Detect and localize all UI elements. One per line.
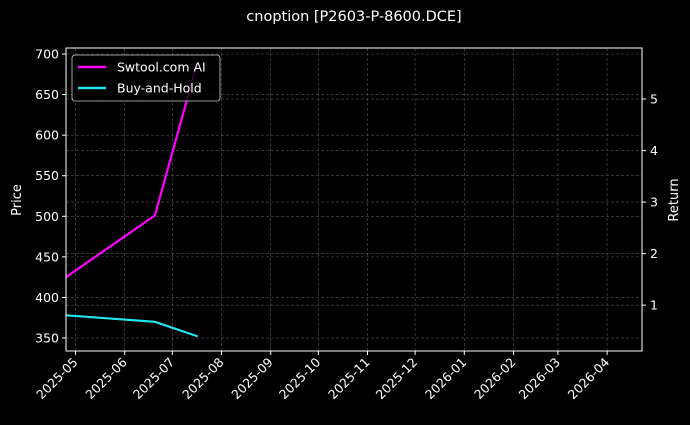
grid	[66, 48, 642, 351]
legend: Swtool.com AI Buy-and-Hold	[71, 54, 221, 102]
y-tick-label: 400	[35, 290, 59, 305]
y-tick-label: 550	[35, 168, 59, 183]
y-axis-label: Price	[10, 184, 25, 216]
y2-tick-label: 3	[650, 195, 658, 210]
x-tick-label: 2026-03	[515, 355, 563, 403]
x-tick-label: 2026-02	[471, 355, 519, 403]
series-lines	[65, 61, 199, 338]
y-tick-label: 700	[35, 47, 59, 62]
x-tick-label: 2026-01	[422, 355, 470, 403]
series-line	[65, 314, 199, 338]
x-tick-label: 2025-07	[130, 355, 178, 403]
y-axis-right: 1 2 3 4 5	[642, 92, 658, 313]
legend-box	[71, 54, 221, 102]
y2-tick-label: 1	[650, 298, 658, 313]
x-tick-label: 2026-04	[565, 354, 613, 402]
y-tick-label: 350	[35, 331, 59, 346]
x-tick-label: 2025-12	[373, 355, 421, 403]
x-tick-label: 2025-10	[276, 354, 324, 402]
x-axis: 2025-05 2025-06 2025-07 2025-08 2025-09 2025-…	[33, 351, 612, 402]
plot-frame	[65, 47, 643, 352]
x-tick-label: 2025-08	[179, 354, 227, 402]
x-tick-label: 2025-09	[228, 354, 276, 402]
x-tick-label: 2025-05	[33, 355, 81, 403]
y-tick-label: 500	[35, 209, 59, 224]
y2-tick-label: 4	[650, 143, 658, 158]
y-tick-label: 450	[35, 249, 59, 264]
series-line	[65, 61, 199, 279]
chart-title: cnoption [P2603-P-8600.DCE]	[246, 9, 461, 25]
y2-tick-label: 2	[650, 246, 658, 261]
legend-label: Swtool.com AI	[117, 60, 206, 75]
y2-tick-label: 5	[650, 92, 658, 107]
x-tick-label: 2025-11	[325, 355, 373, 403]
x-tick-label: 2025-06	[82, 354, 130, 402]
y-tick-label: 600	[35, 128, 59, 143]
y2-axis-label: Return	[667, 178, 682, 221]
y-axis-left: 350 400 450 500 550 600 650 700	[35, 47, 66, 346]
legend-label: Buy-and-Hold	[117, 81, 202, 96]
y-tick-label: 650	[35, 87, 59, 102]
